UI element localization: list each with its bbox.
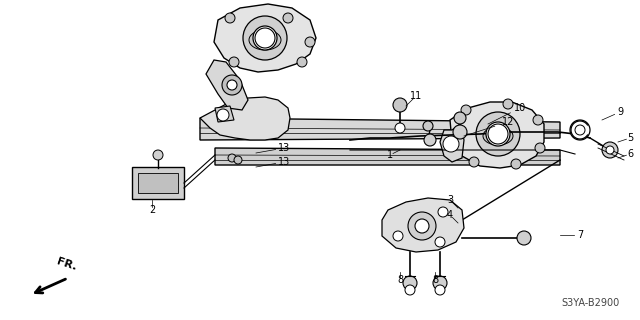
Polygon shape bbox=[200, 97, 290, 140]
Text: 8: 8 bbox=[397, 275, 403, 285]
Circle shape bbox=[153, 150, 163, 160]
Circle shape bbox=[488, 124, 508, 144]
Circle shape bbox=[533, 115, 543, 125]
Circle shape bbox=[415, 219, 429, 233]
Circle shape bbox=[283, 13, 293, 23]
Circle shape bbox=[443, 136, 459, 152]
Text: 1: 1 bbox=[387, 150, 393, 160]
Circle shape bbox=[393, 98, 407, 112]
Circle shape bbox=[395, 123, 405, 133]
Polygon shape bbox=[450, 102, 544, 168]
Circle shape bbox=[243, 16, 287, 60]
Polygon shape bbox=[214, 4, 316, 72]
Circle shape bbox=[476, 112, 520, 156]
Circle shape bbox=[575, 125, 585, 135]
Text: 13: 13 bbox=[278, 143, 290, 153]
Circle shape bbox=[253, 26, 277, 50]
Text: S3YA-B2900: S3YA-B2900 bbox=[562, 298, 620, 308]
Circle shape bbox=[423, 121, 433, 131]
Circle shape bbox=[602, 142, 618, 158]
Circle shape bbox=[469, 157, 479, 167]
Polygon shape bbox=[200, 118, 560, 140]
Text: 5: 5 bbox=[627, 133, 633, 143]
Text: 3: 3 bbox=[447, 195, 453, 205]
Circle shape bbox=[234, 156, 242, 164]
Polygon shape bbox=[382, 198, 464, 252]
Circle shape bbox=[511, 159, 521, 169]
Circle shape bbox=[453, 125, 467, 139]
Polygon shape bbox=[215, 148, 560, 165]
Circle shape bbox=[305, 37, 315, 47]
Ellipse shape bbox=[249, 30, 281, 50]
Circle shape bbox=[503, 99, 513, 109]
Circle shape bbox=[393, 231, 403, 241]
Circle shape bbox=[424, 134, 436, 146]
Circle shape bbox=[461, 105, 471, 115]
Polygon shape bbox=[440, 124, 464, 162]
Circle shape bbox=[228, 154, 236, 162]
Text: 7: 7 bbox=[577, 230, 583, 240]
Text: 6: 6 bbox=[627, 149, 633, 159]
Ellipse shape bbox=[483, 127, 513, 145]
Circle shape bbox=[408, 212, 436, 240]
Circle shape bbox=[255, 28, 275, 48]
Circle shape bbox=[435, 237, 445, 247]
Text: 10: 10 bbox=[514, 103, 526, 113]
Text: 13: 13 bbox=[278, 157, 290, 167]
Circle shape bbox=[606, 146, 614, 154]
Circle shape bbox=[405, 285, 415, 295]
Circle shape bbox=[517, 231, 531, 245]
Polygon shape bbox=[206, 60, 248, 110]
Polygon shape bbox=[215, 106, 234, 122]
Circle shape bbox=[229, 57, 239, 67]
Circle shape bbox=[222, 75, 242, 95]
Text: 8: 8 bbox=[432, 275, 438, 285]
Circle shape bbox=[570, 120, 590, 140]
Bar bbox=[138, 173, 178, 193]
Text: 11: 11 bbox=[410, 91, 422, 101]
Circle shape bbox=[454, 112, 466, 124]
Text: 4: 4 bbox=[447, 210, 453, 220]
Circle shape bbox=[435, 285, 445, 295]
Circle shape bbox=[297, 57, 307, 67]
Circle shape bbox=[225, 13, 235, 23]
Circle shape bbox=[217, 109, 229, 121]
Text: FR.: FR. bbox=[55, 256, 77, 272]
Circle shape bbox=[403, 276, 417, 290]
Circle shape bbox=[433, 276, 447, 290]
Text: 9: 9 bbox=[617, 107, 623, 117]
Circle shape bbox=[227, 80, 237, 90]
Bar bbox=[132, 167, 184, 199]
Text: 2: 2 bbox=[149, 205, 155, 215]
Circle shape bbox=[535, 143, 545, 153]
Circle shape bbox=[486, 122, 510, 146]
Circle shape bbox=[438, 207, 448, 217]
Text: 12: 12 bbox=[502, 117, 514, 127]
